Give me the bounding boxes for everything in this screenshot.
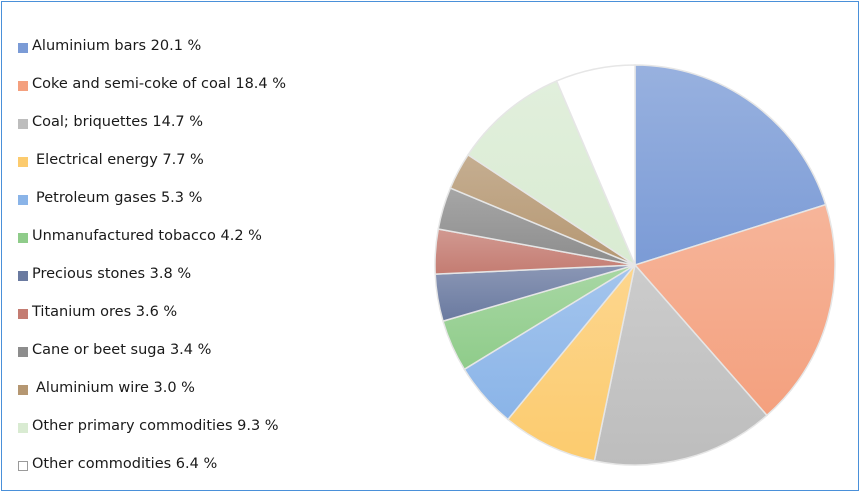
legend-label-tobacco: Unmanufactured tobacco 4.2 %	[32, 228, 262, 244]
legend-swatch-coke	[18, 81, 28, 91]
pie-slice-other-primary-commodities	[467, 80, 637, 267]
pie-slice-coal-briquettes	[593, 263, 768, 466]
pie-slices	[434, 64, 836, 466]
pie-slice-other-commodities	[555, 64, 636, 266]
legend-swatch-electrical-energy	[18, 157, 28, 167]
legend-label-petroleum-gases: Petroleum gases 5.3 %	[36, 190, 203, 206]
legend-swatch-tobacco	[18, 233, 28, 243]
legend-label-aluminium-bars: Aluminium bars 20.1 %	[32, 38, 202, 54]
legend-swatch-titanium-ores	[18, 309, 28, 319]
legend-item-aluminium-wire: Aluminium wire 3.0 %	[18, 378, 195, 398]
legend-label-other-commodities: Other commodities 6.4 %	[32, 456, 218, 472]
legend-item-electrical-energy: Electrical energy 7.7 %	[18, 150, 204, 170]
legend-swatch-aluminium-bars	[18, 43, 28, 53]
pie-slice-coke-and-semi-coke-of-coal	[633, 203, 836, 417]
legend-label-cane-sugar: Cane or beet suga 3.4 %	[32, 342, 212, 358]
legend-item-petroleum-gases: Petroleum gases 5.3 %	[18, 188, 202, 208]
legend-swatch-precious-stones	[18, 271, 28, 281]
legend-item-tobacco: Unmanufactured tobacco 4.2 %	[18, 226, 262, 246]
legend-item-precious-stones: Precious stones 3.8 %	[18, 264, 191, 284]
legend-item-coke: Coke and semi-coke of coal 18.4 %	[18, 74, 286, 94]
legend-item-aluminium-bars: Aluminium bars 20.1 %	[18, 36, 201, 56]
legend-swatch-petroleum-gases	[18, 195, 28, 205]
legend-swatch-coal	[18, 119, 28, 129]
legend-item-coal: Coal; briquettes 14.7 %	[18, 112, 203, 132]
legend-swatch-other-commodities	[18, 461, 28, 471]
legend-swatch-other-primary	[18, 423, 28, 433]
legend-label-coke: Coke and semi-coke of coal 18.4 %	[32, 76, 287, 92]
legend-swatch-cane-sugar	[18, 347, 28, 357]
legend-label-coal: Coal; briquettes 14.7 %	[32, 114, 204, 130]
legend-item-other-primary: Other primary commodities 9.3 %	[18, 416, 279, 436]
legend-swatch-aluminium-wire	[18, 385, 28, 395]
pie-slice-aluminium-bars	[634, 64, 827, 267]
legend-item-titanium-ores: Titanium ores 3.6 %	[18, 302, 177, 322]
legend-item-other-commodities: Other commodities 6.4 %	[18, 454, 217, 474]
legend-label-other-primary: Other primary commodities 9.3 %	[32, 418, 279, 434]
legend-label-precious-stones: Precious stones 3.8 %	[32, 266, 192, 282]
legend-label-aluminium-wire: Aluminium wire 3.0 %	[36, 380, 195, 396]
legend-label-electrical-energy: Electrical energy 7.7 %	[36, 152, 204, 168]
legend-label-titanium-ores: Titanium ores 3.6 %	[32, 304, 178, 320]
legend-item-cane-sugar: Cane or beet suga 3.4 %	[18, 340, 211, 360]
pie-slice-electrical-energy	[506, 264, 636, 462]
